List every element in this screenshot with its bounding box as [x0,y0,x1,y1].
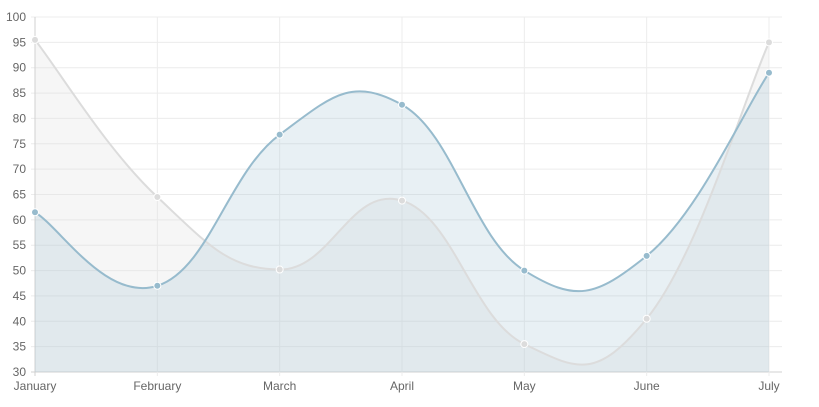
y-tick-label: 40 [13,314,27,328]
x-tick-label: March [263,379,296,393]
axis-labels: 30 35 40 45 50 55 60 65 70 75 80 85 90 95 100 January Fe… [6,10,780,393]
series-1-point[interactable] [765,38,773,47]
y-tick-label: 90 [13,61,27,75]
y-tick-label: 50 [13,264,27,278]
series-points [31,35,773,349]
x-tick-label: January [14,379,57,393]
y-tick-label: 100 [6,10,26,24]
series-areas [35,39,769,373]
series-1-point[interactable] [398,196,406,205]
y-tick-label: 65 [13,188,27,202]
series-1-point[interactable] [153,193,162,202]
x-tick-label: February [133,379,181,393]
y-tick-label: 55 [13,238,27,252]
series-2-point[interactable] [398,100,406,109]
x-tick-label: June [634,379,660,393]
grid-lines [31,16,782,376]
series-2-point[interactable] [31,208,39,217]
series-2-point[interactable] [275,130,284,139]
y-tick-label: 95 [13,35,27,49]
series-1-point[interactable] [31,35,39,44]
y-tick-label: 70 [13,162,27,176]
y-tick-label: 60 [13,213,27,227]
series-1-point[interactable] [642,314,651,323]
y-tick-label: 75 [13,137,27,151]
x-tick-label: May [513,379,536,393]
x-tick-label: April [390,379,414,393]
series-1-point[interactable] [275,265,284,274]
series-2-point[interactable] [642,251,651,260]
series-1-area [35,39,769,372]
y-tick-label: 85 [13,86,27,100]
series-2-point[interactable] [765,68,773,77]
series-2-point[interactable] [153,281,162,290]
series-1-point[interactable] [520,340,529,349]
x-tick-label: July [758,379,779,393]
series-2-area [35,72,769,373]
series-2-point[interactable] [520,266,529,275]
y-tick-label: 45 [13,289,27,303]
y-tick-label: 80 [13,111,27,125]
y-tick-label: 30 [13,365,27,379]
y-tick-label: 35 [13,340,27,354]
